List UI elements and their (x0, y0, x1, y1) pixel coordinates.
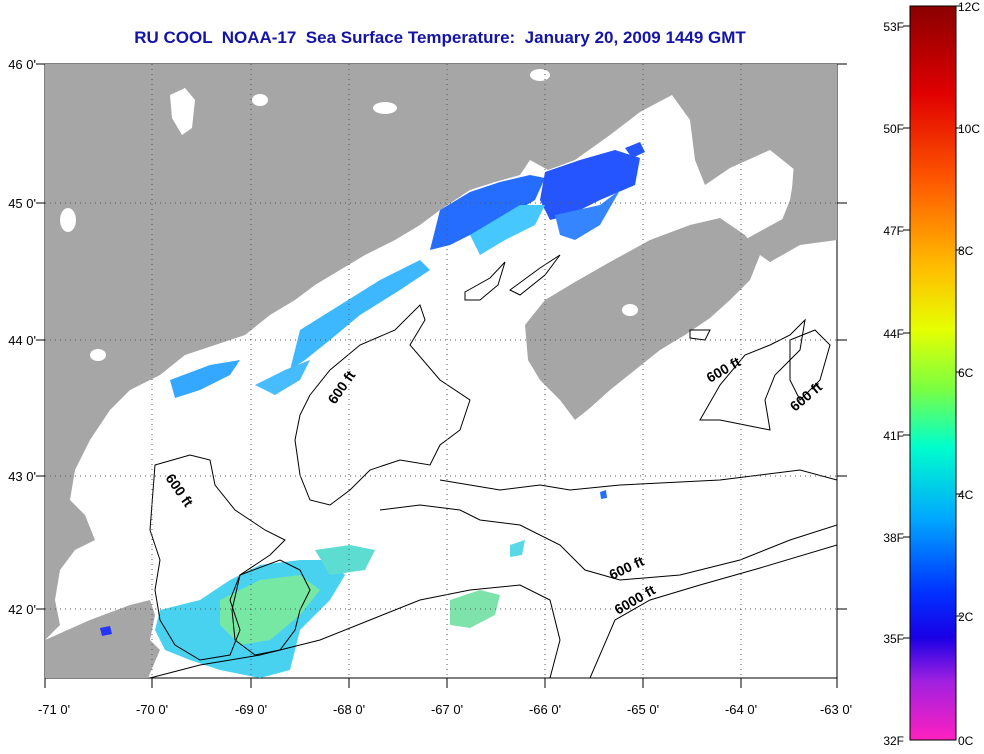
contour-layer (149, 254, 837, 678)
lat-label: 42 0' (8, 602, 36, 617)
colorbar-f-label: 35F (883, 632, 904, 646)
temperature-colorbar (909, 5, 957, 741)
lon-label: -64 0' (725, 702, 757, 717)
colorbar-f-label: 53F (883, 20, 904, 34)
colorbar-c-label: 4C (958, 488, 974, 502)
latitude-labels: 46 0' 45 0' 44 0' 43 0' 42 0' (8, 57, 36, 617)
colorbar-f-label: 47F (883, 224, 904, 238)
colorbar-c-label: 12C (958, 0, 980, 14)
colorbar-c-label: 6C (958, 366, 974, 380)
lat-label: 46 0' (8, 57, 36, 72)
lon-label: -69 0' (235, 702, 267, 717)
title-text: RU COOL NOAA-17 Sea Surface Temperature:… (134, 28, 746, 47)
colorbar-f-label: 44F (883, 327, 904, 341)
lat-label: 44 0' (8, 333, 36, 348)
axis-ticks (36, 63, 847, 688)
lon-label: -65 0' (627, 702, 659, 717)
lon-label: -67 0' (431, 702, 463, 717)
lon-label: -68 0' (333, 702, 365, 717)
lon-label: -70 0' (136, 702, 168, 717)
lon-label: -66 0' (529, 702, 561, 717)
lat-label: 43 0' (8, 469, 36, 484)
colorbar-c-label: 0C (958, 734, 974, 748)
colorbar-f-label: 50F (883, 122, 904, 136)
colorbar-c-label: 2C (958, 610, 974, 624)
colorbar-f-label: 38F (883, 531, 904, 545)
colorbar-f-label: 32F (883, 734, 904, 748)
lakes-layer (60, 69, 638, 361)
lat-label: 45 0' (8, 196, 36, 211)
colorbar-ticks (903, 5, 962, 639)
colorbar-celsius: 12C 10C 8C 6C 4C 2C 0C (958, 0, 980, 748)
lon-label: -63 0' (820, 702, 852, 717)
colorbar-fahrenheit: 53F 50F 47F 44F 41F 38F 35F 32F (883, 20, 904, 748)
colorbar-c-label: 8C (958, 244, 974, 258)
colorbar-f-label: 41F (883, 429, 904, 443)
sst-layer (100, 142, 645, 678)
lon-label: -71 0' (38, 702, 70, 717)
longitude-labels: -71 0' -70 0' -69 0' -68 0' -67 0' -66 0… (38, 702, 852, 717)
colorbar-c-label: 10C (958, 122, 980, 136)
graticule (45, 64, 837, 678)
